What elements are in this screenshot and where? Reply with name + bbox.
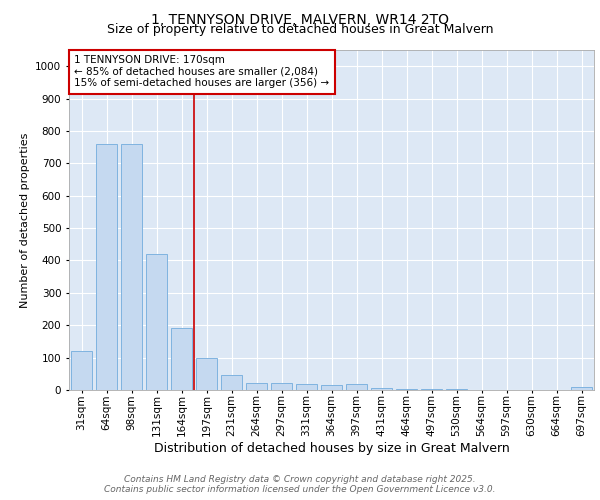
Text: Contains HM Land Registry data © Crown copyright and database right 2025.
Contai: Contains HM Land Registry data © Crown c…: [104, 474, 496, 494]
X-axis label: Distribution of detached houses by size in Great Malvern: Distribution of detached houses by size …: [154, 442, 509, 455]
Bar: [396, 388, 417, 390]
Bar: [346, 384, 367, 390]
Bar: [171, 328, 192, 390]
Bar: [296, 384, 317, 390]
Bar: [321, 385, 342, 390]
Bar: [371, 388, 392, 390]
Bar: [271, 383, 292, 390]
Text: 1 TENNYSON DRIVE: 170sqm
← 85% of detached houses are smaller (2,084)
15% of sem: 1 TENNYSON DRIVE: 170sqm ← 85% of detach…: [74, 55, 329, 88]
Bar: [121, 144, 142, 390]
Bar: [246, 383, 267, 390]
Text: 1, TENNYSON DRIVE, MALVERN, WR14 2TQ: 1, TENNYSON DRIVE, MALVERN, WR14 2TQ: [151, 12, 449, 26]
Y-axis label: Number of detached properties: Number of detached properties: [20, 132, 29, 308]
Bar: [96, 144, 117, 390]
Bar: [196, 358, 217, 390]
Bar: [421, 388, 442, 390]
Bar: [571, 388, 592, 390]
Bar: [71, 351, 92, 390]
Bar: [146, 254, 167, 390]
Bar: [221, 375, 242, 390]
Text: Size of property relative to detached houses in Great Malvern: Size of property relative to detached ho…: [107, 22, 493, 36]
